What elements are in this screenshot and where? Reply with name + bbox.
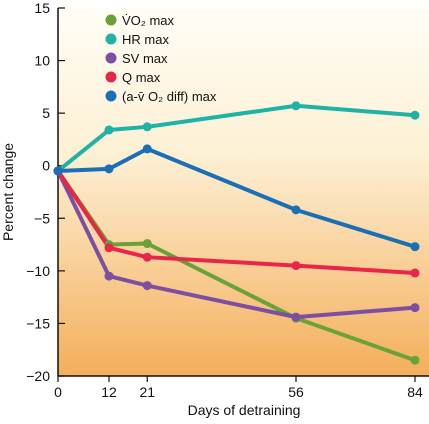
x-axis-title: Days of detraining xyxy=(188,402,301,418)
data-point-series-2 xyxy=(104,271,114,281)
y-tick-label: 10 xyxy=(34,53,50,69)
data-point-series-3 xyxy=(410,268,420,278)
x-tick-label: 21 xyxy=(139,384,155,400)
y-axis-title: Percent change xyxy=(0,143,16,241)
y-tick-label: −20 xyxy=(26,368,50,384)
plot-area xyxy=(58,8,429,376)
x-tick-label: 12 xyxy=(101,384,117,400)
data-point-series-0 xyxy=(410,355,420,365)
data-point-series-2 xyxy=(291,312,301,322)
data-point-series-3 xyxy=(104,243,114,253)
legend-label-0: V̇O₂ max xyxy=(122,13,175,28)
data-point-series-1 xyxy=(291,101,301,111)
data-point-series-3 xyxy=(142,252,152,262)
x-tick-label: 56 xyxy=(288,384,304,400)
legend-marker-2 xyxy=(105,52,117,64)
legend: V̇O₂ max HR max SV max Q max (a-v̄ O₂ diff) … xyxy=(105,13,217,104)
data-point-series-4 xyxy=(291,205,301,215)
legend-label-1: HR max xyxy=(122,32,169,47)
y-tick-label: −10 xyxy=(26,263,50,279)
data-point-series-1 xyxy=(142,122,152,132)
x-tick-label: 0 xyxy=(54,384,62,400)
x-tick-label: 84 xyxy=(407,384,423,400)
y-tick-label: 5 xyxy=(42,105,50,121)
legend-marker-1 xyxy=(105,33,117,45)
legend-marker-0 xyxy=(105,14,117,26)
legend-marker-3 xyxy=(105,71,117,83)
legend-label-4: (a-v̄ O₂ diff) max xyxy=(122,89,217,104)
legend-marker-4 xyxy=(105,90,117,102)
data-point-series-0 xyxy=(142,239,152,249)
data-point-series-4 xyxy=(142,144,152,154)
y-tick-label: −15 xyxy=(26,315,50,331)
y-tick-label: −5 xyxy=(34,210,50,226)
legend-label-3: Q max xyxy=(122,70,161,85)
legend-label-2: SV max xyxy=(122,51,168,66)
data-point-series-1 xyxy=(104,125,114,135)
data-point-series-4 xyxy=(410,242,420,252)
data-point-series-2 xyxy=(142,281,152,291)
series-layer xyxy=(53,101,420,365)
data-point-series-4 xyxy=(53,166,63,176)
y-tick-label: 15 xyxy=(34,0,50,16)
data-point-series-4 xyxy=(104,164,114,174)
data-point-series-1 xyxy=(410,110,420,120)
data-point-series-3 xyxy=(291,261,301,271)
data-point-series-2 xyxy=(410,303,420,313)
y-tick-label: 0 xyxy=(42,158,50,174)
